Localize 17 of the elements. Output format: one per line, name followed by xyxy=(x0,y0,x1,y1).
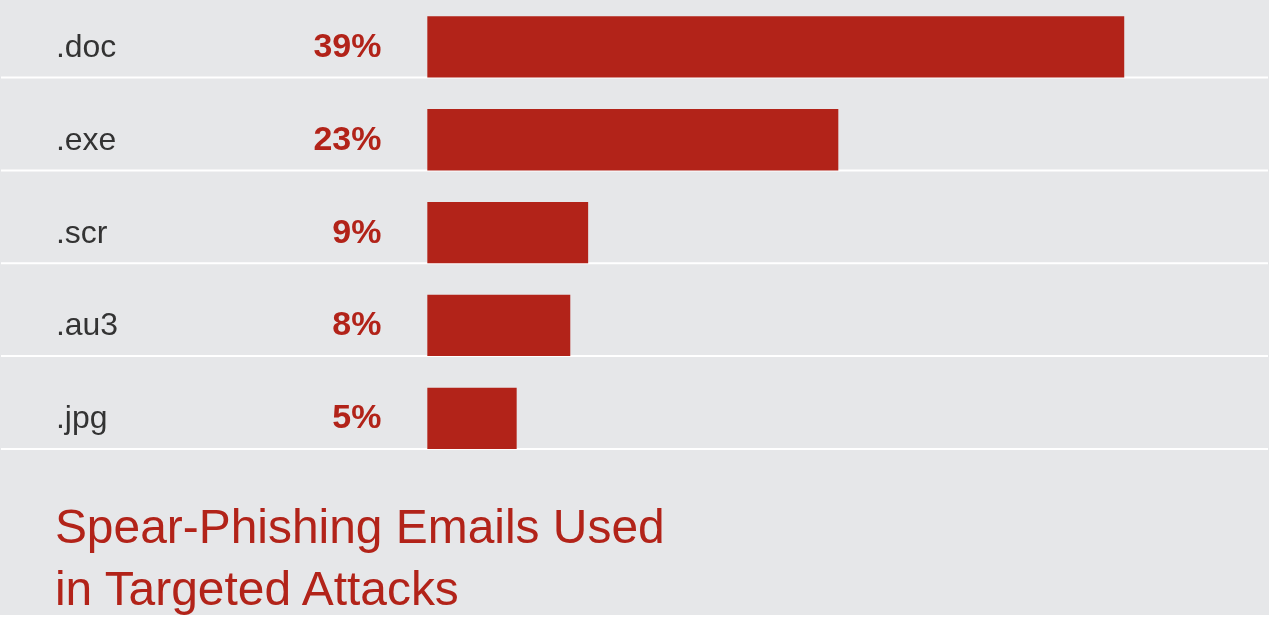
text: Spear-Phishing Emails Used xyxy=(54,499,665,553)
data-label: 9% xyxy=(332,211,382,250)
data-label: 5% xyxy=(332,397,382,436)
text: in Targeted Attacks xyxy=(54,561,459,615)
bar xyxy=(427,16,1125,78)
data-label: 39% xyxy=(313,25,382,64)
bar xyxy=(427,387,517,449)
y-tick-label: .jpg xyxy=(55,399,108,436)
y-tick-label: .au3 xyxy=(55,306,119,343)
bar xyxy=(427,294,571,357)
data-label: 8% xyxy=(332,304,382,343)
y-tick-label: .doc xyxy=(55,27,117,64)
bar xyxy=(427,109,839,171)
bar xyxy=(427,201,589,264)
y-tick-label: .exe xyxy=(55,120,117,157)
y-tick-label: .scr xyxy=(55,213,108,250)
data-label: 23% xyxy=(313,118,382,157)
